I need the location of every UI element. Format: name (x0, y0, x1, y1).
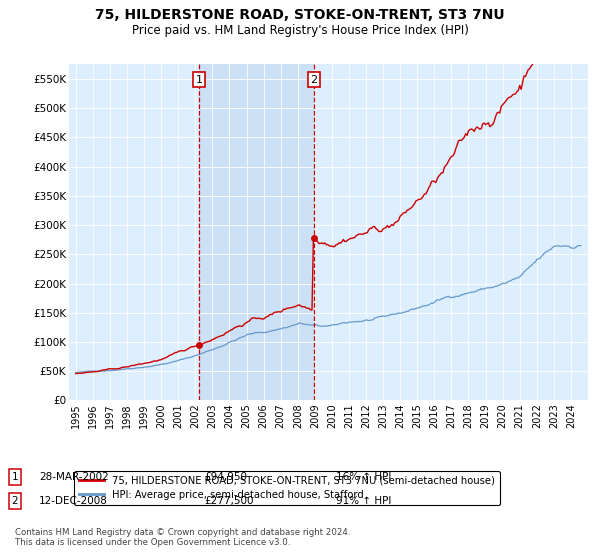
Text: 28-MAR-2002: 28-MAR-2002 (39, 472, 109, 482)
Text: £277,500: £277,500 (204, 496, 254, 506)
Text: 1: 1 (11, 472, 19, 482)
Text: £94,950: £94,950 (204, 472, 247, 482)
Text: 1: 1 (196, 74, 203, 85)
Bar (199, 64, 314, 400)
Text: 2: 2 (11, 496, 19, 506)
Text: Contains HM Land Registry data © Crown copyright and database right 2024.
This d: Contains HM Land Registry data © Crown c… (15, 528, 350, 547)
Text: 91% ↑ HPI: 91% ↑ HPI (336, 496, 391, 506)
Text: Price paid vs. HM Land Registry's House Price Index (HPI): Price paid vs. HM Land Registry's House … (131, 24, 469, 36)
Legend: 75, HILDERSTONE ROAD, STOKE-ON-TRENT, ST3 7NU (semi-detached house), HPI: Averag: 75, HILDERSTONE ROAD, STOKE-ON-TRENT, ST… (74, 471, 500, 505)
Text: 16% ↑ HPI: 16% ↑ HPI (336, 472, 391, 482)
Text: 12-DEC-2008: 12-DEC-2008 (39, 496, 108, 506)
Text: 75, HILDERSTONE ROAD, STOKE-ON-TRENT, ST3 7NU: 75, HILDERSTONE ROAD, STOKE-ON-TRENT, ST… (95, 8, 505, 22)
Text: 2: 2 (310, 74, 317, 85)
